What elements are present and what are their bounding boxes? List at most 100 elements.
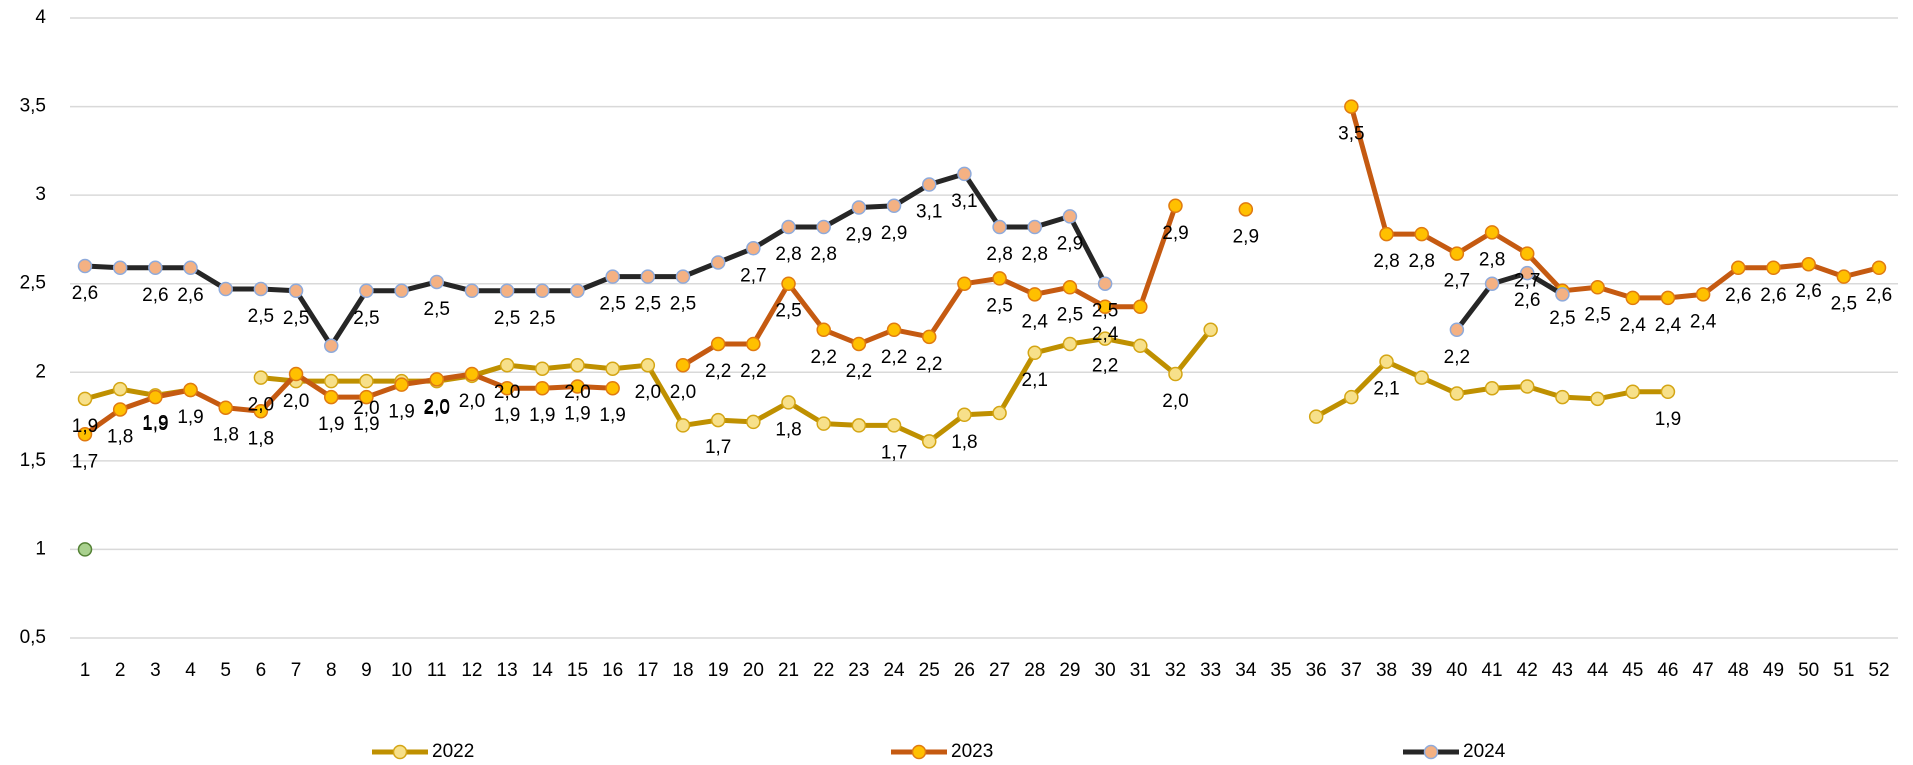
data-label: 2,6: [1866, 285, 1892, 306]
data-label: 2,2: [1444, 347, 1470, 368]
marker: [253, 370, 269, 385]
y-tick-label: 3,5: [20, 96, 46, 117]
data-label: 1,9: [142, 414, 168, 435]
x-tick-label: 27: [989, 660, 1010, 681]
x-tick-label: 46: [1657, 660, 1678, 681]
data-label: 2,8: [1373, 251, 1399, 272]
data-label: 2,5: [529, 308, 555, 329]
x-tick-label: 20: [743, 660, 764, 681]
marker: [1344, 99, 1359, 114]
marker: [1097, 276, 1113, 291]
marker: [1660, 384, 1676, 400]
marker: [359, 283, 374, 299]
x-tick-label: 23: [848, 660, 869, 681]
marker: [570, 357, 585, 373]
marker: [1027, 345, 1043, 361]
marker: [1625, 384, 1641, 400]
x-tick-label: 32: [1165, 660, 1186, 681]
marker: [1519, 246, 1535, 261]
marker: [77, 258, 93, 274]
marker: [675, 418, 691, 433]
marker: [781, 276, 796, 291]
x-tick-label: 39: [1411, 660, 1432, 681]
marker: [183, 260, 198, 276]
marker: [886, 198, 902, 214]
data-label: 3,1: [951, 191, 977, 212]
data-label: 2,5: [635, 294, 661, 315]
data-label: 2,9: [846, 225, 872, 246]
marker: [323, 389, 339, 405]
x-tick-label: 5: [220, 660, 231, 681]
marker: [535, 283, 550, 299]
x-tick-label: 25: [919, 660, 940, 681]
x-tick-label: 43: [1552, 660, 1573, 681]
x-tick-label: 33: [1200, 660, 1221, 681]
data-label: 2,1: [1373, 379, 1399, 400]
data-label: 2,7: [740, 265, 766, 286]
series-line: [83, 371, 613, 437]
data-label: 2,0: [1162, 391, 1188, 412]
marker: [1379, 226, 1394, 242]
x-tick-label: 13: [497, 660, 518, 681]
data-label: 1,7: [72, 451, 98, 472]
data-label: 2,2: [881, 347, 907, 368]
data-label: 2,5: [1092, 301, 1118, 322]
data-label: 2,9: [1162, 223, 1188, 244]
marker: [1555, 389, 1570, 405]
legend-marker: [1423, 744, 1439, 760]
marker: [921, 434, 937, 449]
data-label: 2,6: [1725, 285, 1751, 306]
data-label: 2,0: [635, 382, 661, 403]
marker: [746, 336, 761, 352]
x-tick-label: 52: [1868, 660, 1889, 681]
marker: [1695, 287, 1711, 302]
x-tick-label: 19: [708, 660, 729, 681]
x-tick-label: 4: [185, 660, 196, 681]
data-label: 1,8: [212, 425, 238, 446]
data-label: 1,9: [318, 414, 344, 435]
marker: [921, 177, 937, 192]
y-tick-label: 1,5: [20, 450, 46, 471]
data-label: 2,8: [986, 244, 1012, 265]
marker: [1308, 409, 1324, 424]
marker: [535, 361, 550, 376]
marker: [1484, 225, 1500, 240]
data-label: 2,9: [1057, 233, 1083, 254]
marker: [921, 329, 937, 345]
marker: [77, 391, 93, 407]
marker: [1062, 280, 1078, 295]
x-tick-label: 50: [1798, 660, 1819, 681]
marker: [1379, 354, 1394, 369]
marker: [183, 382, 198, 398]
marker: [992, 405, 1007, 421]
legend-marker: [392, 744, 408, 760]
marker: [535, 380, 550, 396]
marker: [746, 414, 761, 430]
marker: [1519, 265, 1535, 281]
marker: [1203, 322, 1218, 338]
x-tick-label: 1: [80, 660, 91, 681]
data-label: 2,7: [1514, 271, 1540, 292]
data-label: 2,5: [353, 308, 379, 329]
marker: [359, 389, 374, 405]
data-label: 2,6: [72, 283, 98, 304]
marker: [1449, 386, 1465, 401]
marker: [1766, 260, 1781, 276]
y-tick-label: 3: [35, 184, 46, 205]
marker: [992, 271, 1007, 286]
x-tick-label: 10: [391, 660, 412, 681]
data-label: 2,2: [740, 361, 766, 382]
marker: [1133, 338, 1148, 353]
x-tick-label: 29: [1059, 660, 1080, 681]
marker: [253, 281, 269, 297]
data-label: 2,1: [1022, 370, 1048, 391]
marker: [499, 380, 515, 396]
legend-label: 2024: [1463, 741, 1506, 762]
data-label: 1,9: [388, 402, 414, 423]
data-label: 2,5: [248, 306, 274, 327]
marker: [816, 219, 831, 235]
x-tick-label: 26: [954, 660, 975, 681]
x-tick-label: 11: [427, 660, 447, 681]
data-label: 1,9: [529, 405, 555, 426]
data-label: 2,7: [1444, 271, 1470, 292]
